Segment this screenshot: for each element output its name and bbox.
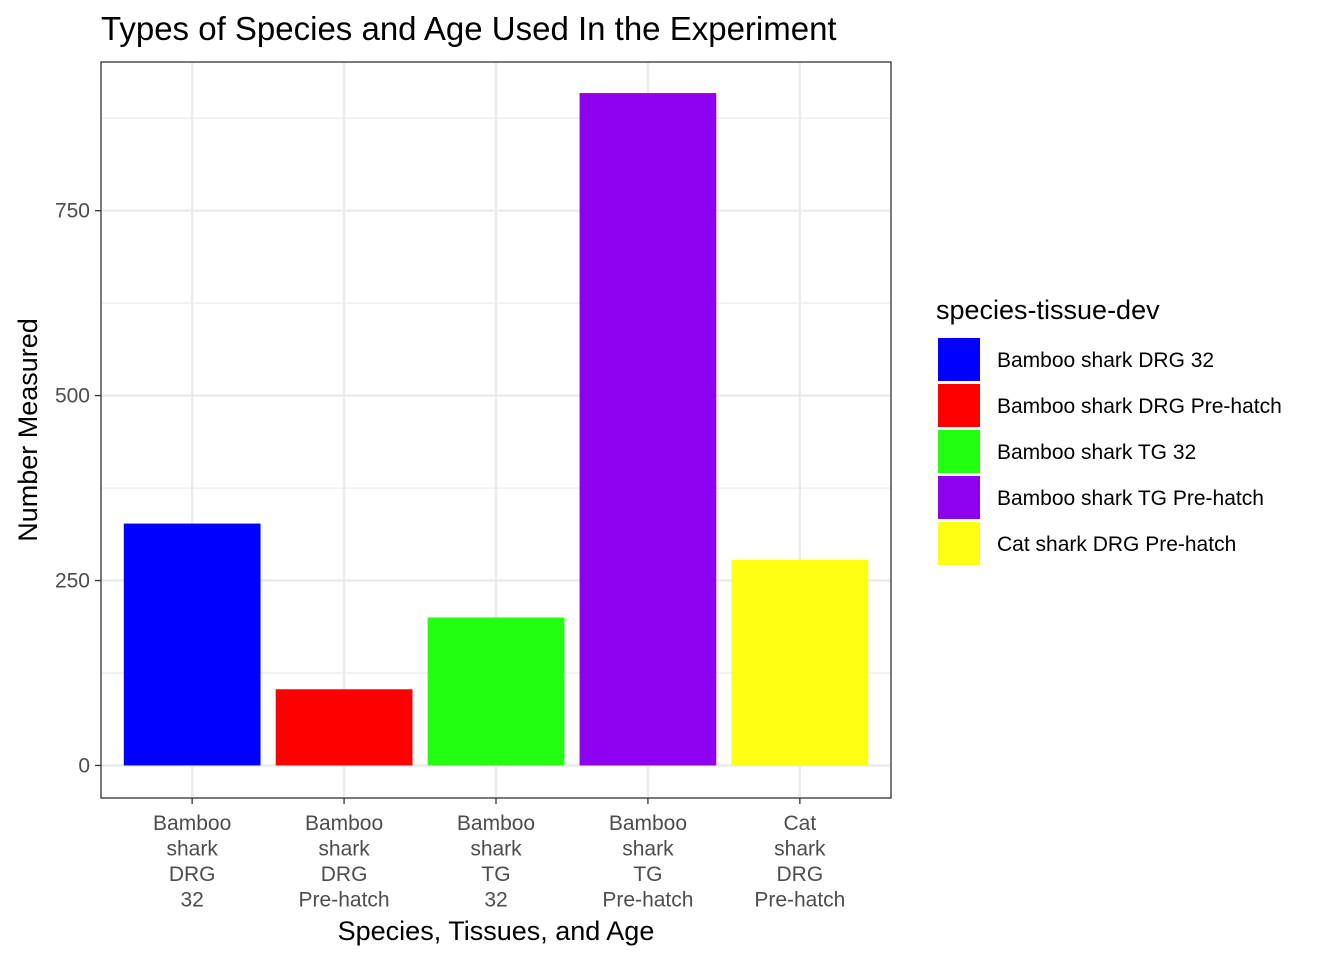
chart-title: Types of Species and Age Used In the Exp… — [101, 10, 837, 47]
legend-swatch — [938, 476, 980, 519]
x-tick-label: Bamboo shark DRG Pre-hatch — [299, 812, 390, 912]
bar — [275, 689, 413, 766]
bars — [123, 93, 869, 766]
x-axis-title: Species, Tissues, and Age — [338, 916, 655, 946]
legend: species-tissue-dev Bamboo shark DRG 32 Ba… — [936, 295, 1282, 565]
y-axis-title: Number Measured — [13, 318, 43, 542]
legend-label: Bamboo shark DRG 32 — [997, 349, 1214, 372]
bar — [579, 93, 717, 766]
legend-swatch — [938, 522, 980, 565]
y-tick-label: 750 — [55, 200, 90, 223]
legend-swatch — [938, 384, 980, 427]
legend-swatch — [938, 430, 980, 473]
legend-swatch — [938, 338, 980, 381]
bar — [731, 559, 869, 766]
x-tick-label: Bamboo shark TG 32 — [457, 812, 535, 912]
legend-label: Cat shark DRG Pre-hatch — [997, 533, 1236, 556]
legend-label: Bamboo shark TG Pre-hatch — [997, 487, 1264, 510]
x-tick-label: Bamboo shark TG Pre-hatch — [602, 812, 693, 912]
y-tick-label: 0 — [78, 754, 90, 777]
legend-label: Bamboo shark TG 32 — [997, 441, 1196, 464]
x-tick-label: Bamboo shark DRG 32 — [153, 812, 231, 912]
legend-title: species-tissue-dev — [936, 295, 1160, 325]
y-tick-label: 250 — [55, 570, 90, 593]
x-tick-label: Cat shark DRG Pre-hatch — [754, 812, 845, 912]
bar — [427, 617, 565, 766]
y-tick-label: 500 — [55, 385, 90, 408]
y-axis: 0 250 500 750 — [55, 200, 101, 777]
legend-label: Bamboo shark DRG Pre-hatch — [997, 395, 1282, 418]
x-axis: Bamboo shark DRG 32 Bamboo shark DRG Pre-hatch B… — [153, 798, 845, 912]
bar — [123, 523, 261, 766]
